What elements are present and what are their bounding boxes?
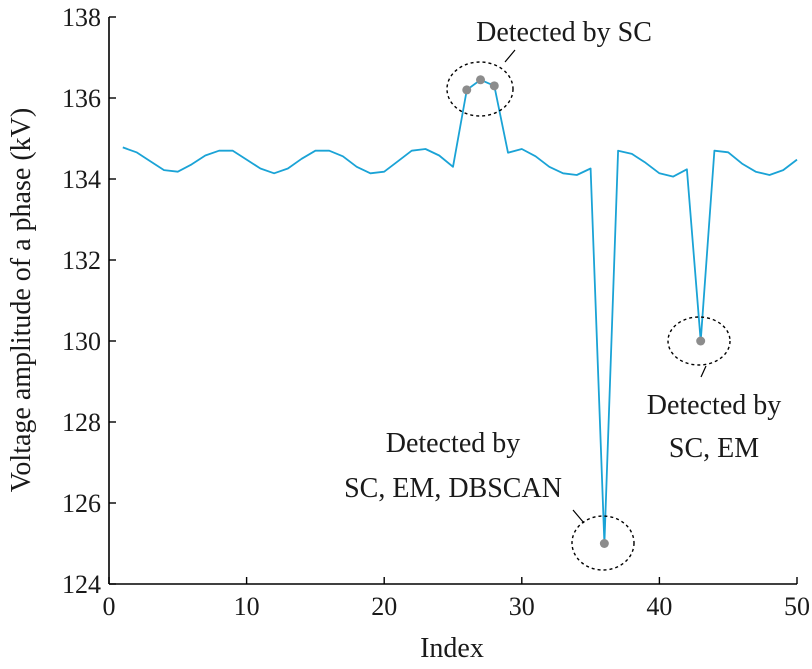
x-tick-label: 20 — [371, 592, 397, 621]
anomaly-point — [489, 81, 499, 91]
annotation-ellipse — [446, 61, 514, 117]
tick-group: 124 126 128 130 132 134 136 138 0 10 20 30 40 50 — [62, 3, 810, 621]
series-line — [122, 78, 798, 545]
y-tick-label: 132 — [62, 246, 101, 275]
series-group — [122, 78, 798, 545]
x-tick-label: 40 — [646, 592, 672, 621]
annotation-leader — [700, 365, 707, 378]
anomaly-point — [476, 75, 486, 85]
annotation-text: Detected by SC — [476, 17, 652, 48]
annotations-group: Detected by SC Detected by SC, EM, DBSCAN D… — [344, 17, 782, 571]
x-tick-label: 50 — [784, 592, 810, 621]
y-tick-label: 128 — [62, 408, 101, 437]
y-tick-label: 130 — [62, 327, 101, 356]
x-tick-label: 0 — [103, 592, 116, 621]
y-tick-label: 124 — [62, 570, 101, 599]
y-tick-label: 134 — [62, 165, 101, 194]
chart-axes — [108, 17, 797, 585]
x-tick-label: 30 — [509, 592, 535, 621]
annotation-ellipse — [571, 515, 635, 571]
y-axis-label: Voltage amplitude of a phase (kV) — [6, 108, 37, 492]
x-axis-label: Index — [420, 633, 484, 664]
annotation-ellipse — [667, 316, 731, 366]
anomaly-point — [696, 336, 706, 346]
points-group — [462, 75, 706, 548]
anomaly-point — [462, 85, 472, 95]
y-tick-label: 136 — [62, 84, 101, 113]
y-tick-label: 126 — [62, 489, 101, 518]
annotation-text: SC, EM, DBSCAN — [344, 473, 562, 504]
x-tick-label: 10 — [234, 592, 260, 621]
annotation-text: SC, EM — [669, 433, 759, 464]
annotation-leader — [572, 509, 585, 524]
annotation-leader — [504, 49, 516, 63]
anomaly-point — [599, 539, 609, 548]
y-tick-label: 138 — [62, 3, 101, 32]
annotation-text: Detected by — [386, 428, 521, 459]
annotation-text: Detected by — [647, 390, 782, 421]
